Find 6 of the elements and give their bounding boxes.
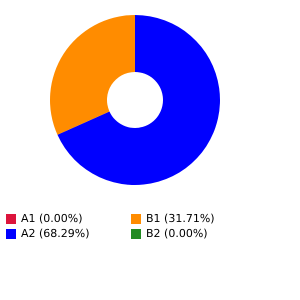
donut-slice — [57, 15, 220, 185]
legend-label: A1 (0.00%) — [21, 212, 83, 225]
donut-slice — [50, 15, 135, 135]
legend-label: A2 (68.29%) — [21, 227, 90, 240]
legend-label: B1 (31.71%) — [146, 212, 215, 225]
legend-label: B2 (0.00%) — [146, 227, 208, 240]
